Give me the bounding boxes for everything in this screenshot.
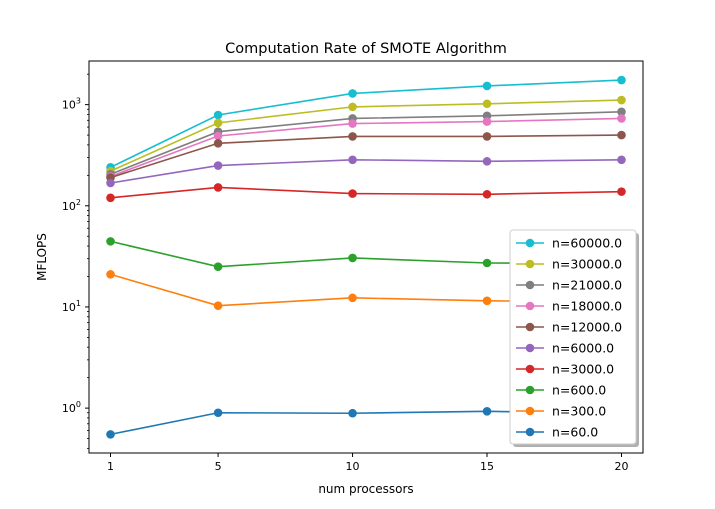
- legend-marker: [525, 238, 535, 248]
- data-point: [482, 117, 492, 126]
- legend-entry: n=30000.0: [552, 257, 622, 272]
- legend-marker: [525, 259, 535, 269]
- data-point: [482, 296, 492, 306]
- data-point: [482, 258, 492, 268]
- data-point: [213, 262, 223, 272]
- data-point: [348, 89, 357, 98]
- data-point: [617, 95, 626, 105]
- data-point: [213, 161, 223, 170]
- data-point: [482, 81, 492, 91]
- legend-marker: [525, 385, 535, 395]
- legend-marker: [525, 364, 535, 374]
- y-tick-label: 100: [62, 400, 81, 415]
- data-point: [213, 131, 223, 141]
- legend-entry: n=600.0: [552, 383, 606, 398]
- x-tick-label: 10: [346, 460, 360, 473]
- data-point: [617, 155, 626, 165]
- data-point: [106, 270, 115, 279]
- data-point: [617, 114, 626, 123]
- series-line: [110, 186, 622, 199]
- series-line: [110, 117, 622, 178]
- legend-marker: [525, 427, 535, 437]
- data-point: [106, 193, 115, 203]
- data-point: [348, 253, 357, 263]
- legend-marker: [525, 343, 535, 353]
- data-point: [106, 178, 115, 188]
- x-tick-label: 5: [215, 460, 222, 473]
- data-point: [482, 407, 492, 416]
- data-point: [106, 430, 115, 439]
- data-point: [617, 75, 626, 85]
- chart-title: Computation Rate of SMOTE Algorithm: [225, 41, 507, 57]
- series-line: [110, 158, 622, 184]
- legend-marker: [525, 301, 535, 311]
- x-tick-label: 20: [614, 460, 628, 473]
- data-point: [213, 301, 223, 310]
- legend-entry: n=300.0: [552, 404, 606, 419]
- legend-entry: n=12000.0: [552, 320, 622, 335]
- data-point: [482, 99, 492, 109]
- y-tick-label: 102: [62, 198, 81, 213]
- data-point: [213, 408, 223, 418]
- plot-frame: [88, 60, 644, 454]
- data-point: [213, 118, 223, 128]
- legend-marker: [525, 406, 535, 416]
- data-point: [213, 138, 223, 148]
- data-point: [213, 183, 223, 192]
- legend-marker: [525, 280, 535, 290]
- data-point: [617, 187, 626, 196]
- data-point: [213, 110, 223, 120]
- data-point: [348, 119, 357, 128]
- legend-entry: n=6000.0: [552, 341, 614, 356]
- data-point: [617, 130, 626, 140]
- data-point: [348, 408, 357, 418]
- data-point: [348, 102, 357, 112]
- x-tick-label: 15: [480, 460, 494, 473]
- data-point: [348, 293, 357, 303]
- legend: n=60000.0 n=30000.0 n=21000.0 n=18000.0 n=12…: [509, 229, 639, 447]
- data-point: [348, 155, 357, 165]
- y-tick-label: 103: [62, 97, 81, 112]
- data-point: [106, 237, 115, 246]
- data-point: [482, 132, 492, 141]
- legend-marker: [525, 322, 535, 332]
- series-line: [110, 110, 622, 176]
- data-point: [348, 189, 357, 198]
- legend-entry: n=18000.0: [552, 299, 622, 314]
- legend-entry: n=60000.0: [552, 236, 622, 251]
- data-point: [482, 189, 492, 199]
- data-point: [482, 157, 492, 166]
- y-axis-label: MFLOPS: [35, 233, 49, 281]
- data-point: [617, 107, 626, 117]
- legend-entry: n=3000.0: [552, 362, 614, 377]
- data-point: [348, 132, 357, 141]
- x-axis-label: num processors: [318, 482, 413, 496]
- legend-entry: n=21000.0: [552, 278, 622, 293]
- x-tick-label: 1: [107, 460, 114, 473]
- legend-entry: n=60.0: [552, 425, 598, 440]
- y-tick-label: 101: [62, 299, 81, 314]
